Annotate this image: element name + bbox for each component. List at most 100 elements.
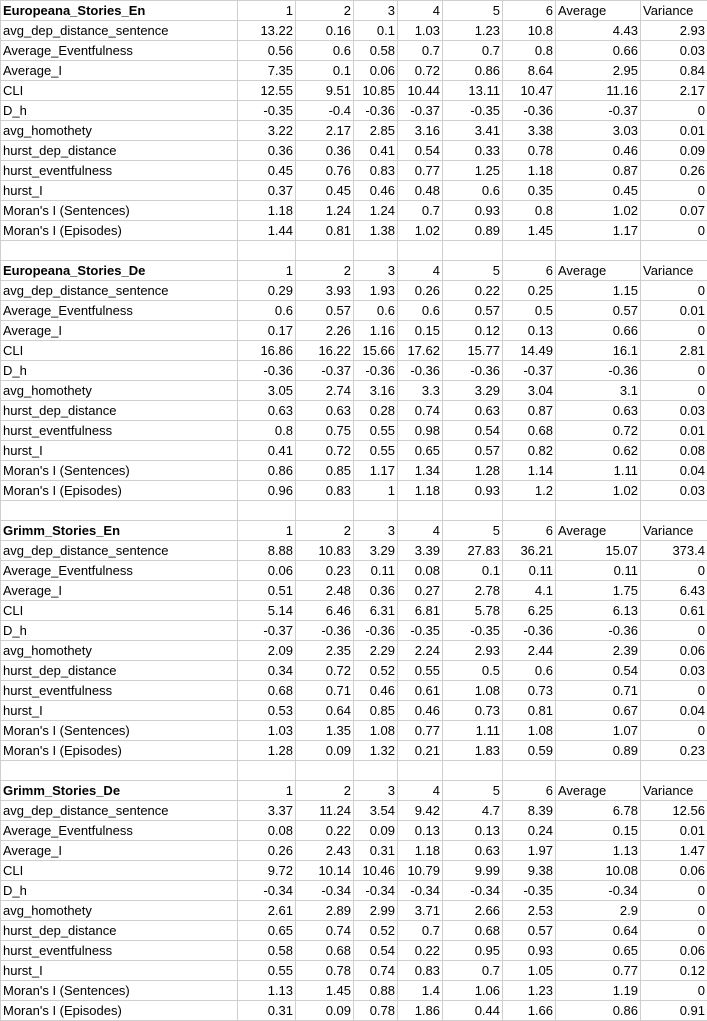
value-cell[interactable]: 0.6 (353, 300, 398, 321)
value-cell[interactable]: 0 (640, 380, 707, 401)
value-cell[interactable]: 15.07 (555, 540, 641, 561)
value-cell[interactable]: 0.16 (295, 20, 354, 41)
value-cell[interactable]: -0.34 (442, 880, 503, 901)
value-cell[interactable]: 2.09 (237, 640, 296, 661)
value-cell[interactable]: 0 (640, 320, 707, 341)
value-cell[interactable]: 0.03 (640, 660, 707, 681)
column-header-cell[interactable]: Average (555, 0, 641, 21)
value-cell[interactable]: 0.09 (295, 1000, 354, 1021)
value-cell[interactable]: 11.16 (555, 80, 641, 101)
value-cell[interactable]: 0.06 (353, 60, 398, 81)
value-cell[interactable]: 1.24 (295, 200, 354, 221)
value-cell[interactable]: 6.46 (295, 600, 354, 621)
metric-name-cell[interactable]: avg_dep_distance_sentence (0, 540, 238, 561)
value-cell[interactable]: 0.53 (237, 700, 296, 721)
value-cell[interactable]: 0.45 (295, 180, 354, 201)
metric-name-cell[interactable]: Moran's I (Episodes) (0, 480, 238, 501)
value-cell[interactable]: 6.31 (353, 600, 398, 621)
value-cell[interactable]: 0.25 (502, 280, 556, 301)
value-cell[interactable]: 1.19 (555, 980, 641, 1001)
value-cell[interactable]: 0.55 (237, 960, 296, 981)
value-cell[interactable]: 1 (353, 480, 398, 501)
value-cell[interactable]: 1.03 (397, 20, 443, 41)
empty-cell[interactable] (502, 240, 556, 261)
value-cell[interactable]: 9.99 (442, 860, 503, 881)
value-cell[interactable]: 0.57 (295, 300, 354, 321)
value-cell[interactable]: -0.37 (237, 620, 296, 641)
value-cell[interactable]: 11.24 (295, 800, 354, 821)
value-cell[interactable]: 0.89 (442, 220, 503, 241)
metric-name-cell[interactable]: hurst_eventfulness (0, 420, 238, 441)
value-cell[interactable]: 0.41 (353, 140, 398, 161)
metric-name-cell[interactable]: Moran's I (Sentences) (0, 200, 238, 221)
value-cell[interactable]: -0.34 (353, 880, 398, 901)
value-cell[interactable]: 0.52 (353, 920, 398, 941)
value-cell[interactable]: 0.6 (237, 300, 296, 321)
value-cell[interactable]: -0.37 (397, 100, 443, 121)
value-cell[interactable]: 0.58 (353, 40, 398, 61)
value-cell[interactable]: 0.08 (237, 820, 296, 841)
metric-name-cell[interactable]: D_h (0, 100, 238, 121)
value-cell[interactable]: 16.86 (237, 340, 296, 361)
value-cell[interactable]: 0.86 (555, 1000, 641, 1021)
value-cell[interactable]: 0.64 (295, 700, 354, 721)
empty-cell[interactable] (353, 760, 398, 781)
value-cell[interactable]: 0.5 (502, 300, 556, 321)
value-cell[interactable]: 1.08 (502, 720, 556, 741)
value-cell[interactable]: 4.1 (502, 580, 556, 601)
value-cell[interactable]: -0.4 (295, 100, 354, 121)
metric-name-cell[interactable]: CLI (0, 340, 238, 361)
value-cell[interactable]: 0.48 (397, 180, 443, 201)
value-cell[interactable]: 0.72 (295, 660, 354, 681)
value-cell[interactable]: 0.09 (353, 820, 398, 841)
value-cell[interactable]: 1.02 (555, 200, 641, 221)
metric-name-cell[interactable]: hurst_eventfulness (0, 160, 238, 181)
value-cell[interactable]: 0.1 (295, 60, 354, 81)
value-cell[interactable]: 1.07 (555, 720, 641, 741)
value-cell[interactable]: 6.25 (502, 600, 556, 621)
value-cell[interactable]: 0.6 (442, 180, 503, 201)
metric-name-cell[interactable]: Average_I (0, 580, 238, 601)
value-cell[interactable]: 0.17 (237, 320, 296, 341)
value-cell[interactable]: -0.36 (442, 360, 503, 381)
value-cell[interactable]: 0.84 (640, 60, 707, 81)
value-cell[interactable]: 16.1 (555, 340, 641, 361)
metric-name-cell[interactable]: avg_homothety (0, 120, 238, 141)
metric-name-cell[interactable]: Moran's I (Sentences) (0, 460, 238, 481)
value-cell[interactable]: 0.82 (502, 440, 556, 461)
empty-cell[interactable] (0, 240, 238, 261)
value-cell[interactable]: 0.96 (237, 480, 296, 501)
value-cell[interactable]: 2.9 (555, 900, 641, 921)
value-cell[interactable]: 0.66 (555, 40, 641, 61)
value-cell[interactable]: -0.37 (295, 360, 354, 381)
section-title[interactable]: Europeana_Stories_En (0, 0, 238, 21)
section-title[interactable]: Europeana_Stories_De (0, 260, 238, 281)
value-cell[interactable]: -0.34 (555, 880, 641, 901)
value-cell[interactable]: 0.85 (353, 700, 398, 721)
value-cell[interactable]: 0.57 (442, 300, 503, 321)
value-cell[interactable]: 0.09 (295, 740, 354, 761)
column-header-cell[interactable]: Variance (640, 520, 707, 541)
value-cell[interactable]: 0.68 (237, 680, 296, 701)
column-header-cell[interactable]: Average (555, 260, 641, 281)
value-cell[interactable]: 10.46 (353, 860, 398, 881)
metric-name-cell[interactable]: Average_Eventfulness (0, 560, 238, 581)
value-cell[interactable]: 0.46 (397, 700, 443, 721)
column-header-cell[interactable]: 4 (397, 260, 443, 281)
value-cell[interactable]: 0 (640, 720, 707, 741)
metric-name-cell[interactable]: hurst_eventfulness (0, 940, 238, 961)
value-cell[interactable]: 1.25 (442, 160, 503, 181)
metric-name-cell[interactable]: D_h (0, 360, 238, 381)
value-cell[interactable]: 0.7 (442, 960, 503, 981)
value-cell[interactable]: 0.75 (295, 420, 354, 441)
value-cell[interactable]: 0.93 (442, 200, 503, 221)
value-cell[interactable]: 0.45 (555, 180, 641, 201)
column-header-cell[interactable]: 4 (397, 520, 443, 541)
value-cell[interactable]: 2.17 (640, 80, 707, 101)
value-cell[interactable]: 3.22 (237, 120, 296, 141)
column-header-cell[interactable]: 3 (353, 780, 398, 801)
value-cell[interactable]: 0.86 (237, 460, 296, 481)
value-cell[interactable]: 0.63 (442, 840, 503, 861)
value-cell[interactable]: 0.33 (442, 140, 503, 161)
value-cell[interactable]: 0.21 (397, 740, 443, 761)
